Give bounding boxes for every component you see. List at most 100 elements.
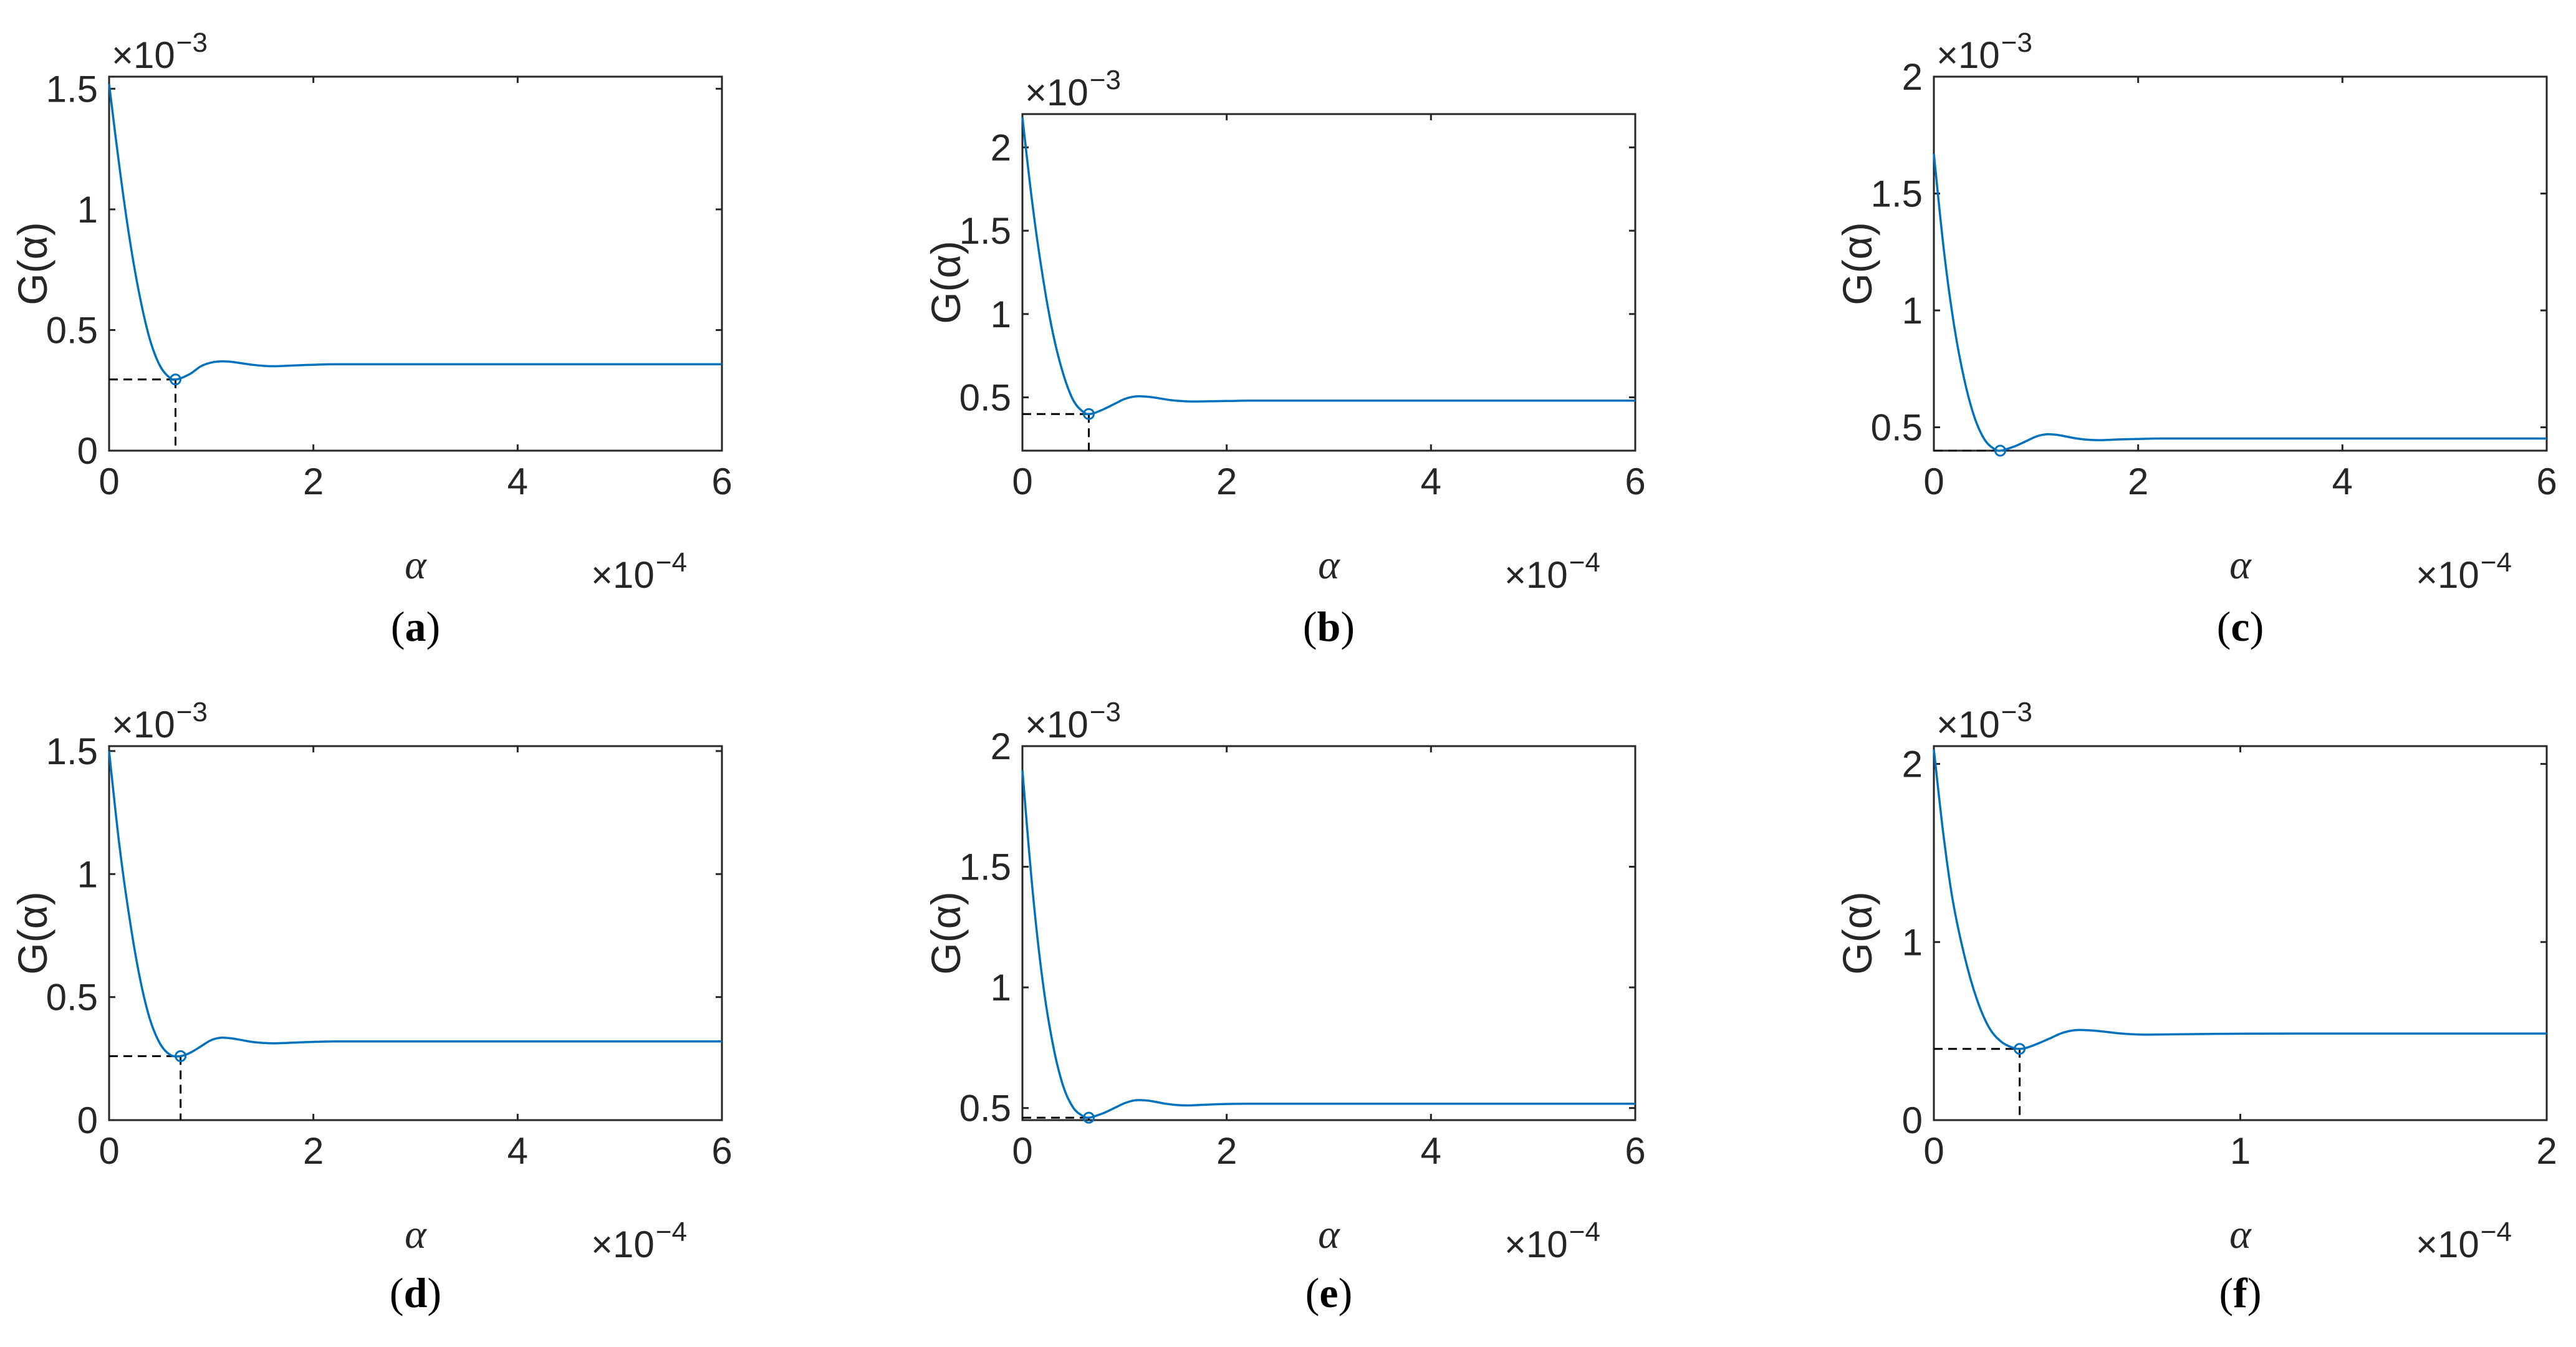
y-exponent-multiplier: ×10: [1025, 704, 1089, 745]
x-exponent-power: −4: [656, 547, 687, 578]
caption-letter: d: [404, 1269, 428, 1316]
minimum-marker: [1082, 408, 1095, 420]
y-tick-label: 1: [1902, 921, 1923, 963]
x-axis-label: α: [2229, 1212, 2252, 1257]
x-exponent-multiplier: ×10: [1504, 1224, 1568, 1265]
y-tick-label: 2: [991, 127, 1011, 168]
axes-box: [108, 745, 723, 1121]
caption-letter: e: [1319, 1269, 1338, 1316]
x-tick-label: 2: [1216, 461, 1237, 502]
series-line-G: [1933, 153, 2547, 452]
caption-close-paren: ): [2247, 1269, 2262, 1316]
x-exponent-power: −4: [656, 1217, 687, 1247]
x-tick-label: 2: [2128, 461, 2148, 502]
x-exponent-multiplier: ×10: [591, 1224, 655, 1265]
x-exponent-multiplier: ×10: [591, 554, 655, 596]
subplot-a: 0 2 4 600.511.5×10 −3×10 −4αG(α)(a): [9, 27, 733, 650]
x-exponent-power: −4: [1569, 547, 1600, 578]
y-axis-label: G(α): [923, 891, 969, 974]
y-tick-label: 2: [1902, 744, 1923, 785]
caption-open-paren: (: [390, 1269, 404, 1316]
x-exponent-multiplier: ×10: [2416, 1224, 2479, 1265]
x-exponent-power: −4: [2481, 1217, 2512, 1247]
x-tick-label: 4: [1421, 1130, 1441, 1172]
y-tick-label: 2: [991, 726, 1011, 767]
series-line-G: [1021, 117, 1635, 416]
caption-close-paren: ): [427, 1269, 441, 1316]
axes-box: [1933, 75, 2548, 452]
subplot-b: 0 2 4 60.511.52×10 −3×10 −4αG(α)(b): [923, 65, 1646, 650]
x-exponent-power: −4: [1569, 1217, 1600, 1247]
x-tick-label: 6: [711, 461, 732, 502]
x-tick-label: 2: [303, 1130, 324, 1172]
subplot-c: 0 2 4 60.511.52×10 −3×10 −4αG(α)(c): [1834, 27, 2557, 650]
x-tick-label: 4: [2332, 461, 2353, 502]
caption-open-paren: (: [2217, 603, 2231, 650]
axes-box: [108, 75, 723, 452]
series-line-G: [108, 750, 722, 1058]
y-axis-label: G(α): [9, 222, 55, 305]
caption-close-paren: ): [2250, 603, 2264, 650]
caption-letter: c: [2231, 603, 2249, 650]
y-axis-label: G(α): [9, 891, 55, 974]
y-tick-label: 0.5: [46, 309, 98, 351]
minimum-marker: [175, 1050, 187, 1062]
y-exponent-multiplier: ×10: [112, 34, 175, 76]
x-tick-label: 2: [1216, 1130, 1237, 1172]
caption-close-paren: ): [1340, 603, 1355, 650]
minimum-marker: [1082, 1111, 1095, 1124]
y-tick-label: 0.5: [959, 1088, 1011, 1129]
minimum-marker: [169, 373, 181, 386]
axes-box: [1021, 745, 1636, 1121]
minimum-marker: [1994, 444, 2006, 457]
y-axis-label: G(α): [923, 241, 969, 324]
series-line-G: [108, 84, 722, 381]
x-tick-label: 4: [1421, 461, 1441, 502]
x-axis-label: α: [405, 1212, 427, 1257]
y-tick-label: 1: [1902, 290, 1923, 332]
subplot-caption: (f): [2219, 1269, 2262, 1316]
y-exponent-multiplier: ×10: [1025, 72, 1089, 113]
x-tick-label: 0: [1923, 461, 1944, 502]
caption-close-paren: ): [1338, 1269, 1353, 1316]
y-axis-label: G(α): [1834, 891, 1880, 974]
x-tick-label: 0: [99, 1130, 119, 1172]
y-tick-label: 1.5: [959, 210, 1011, 252]
caption-open-paren: (: [1305, 1269, 1320, 1316]
x-tick-label: 6: [1625, 461, 1645, 502]
caption-open-paren: (: [2219, 1269, 2234, 1316]
x-axis-label: α: [1318, 1212, 1340, 1257]
y-tick-label: 0.5: [1871, 407, 1923, 449]
x-tick-label: 1: [2230, 1130, 2251, 1172]
subplot-caption: (a): [391, 603, 440, 650]
y-tick-label: 0: [77, 430, 98, 472]
x-tick-label: 6: [2536, 461, 2557, 502]
x-tick-label: 0: [1923, 1130, 1944, 1172]
y-exponent-power: −3: [176, 697, 208, 727]
x-tick-label: 4: [507, 461, 528, 502]
x-tick-label: 6: [711, 1130, 732, 1172]
y-exponent-multiplier: ×10: [1936, 34, 2000, 76]
y-tick-label: 1: [77, 189, 98, 231]
x-tick-label: 2: [303, 461, 324, 502]
caption-letter: a: [405, 603, 426, 650]
x-axis-label: α: [405, 542, 427, 588]
y-tick-label: 0.5: [46, 977, 98, 1019]
x-axis-label: α: [1318, 542, 1340, 588]
y-exponent-multiplier: ×10: [112, 704, 175, 745]
y-tick-label: 0.5: [959, 376, 1011, 418]
y-tick-label: 1: [77, 853, 98, 895]
subplot-caption: (c): [2217, 603, 2264, 650]
x-tick-label: 0: [1012, 461, 1032, 502]
axes-box: [1021, 113, 1636, 452]
y-axis-label: G(α): [1834, 222, 1880, 305]
x-tick-label: 6: [1625, 1130, 1645, 1172]
subplot-d: 0 2 4 600.511.5×10 −3×10 −4αG(α)(d): [9, 697, 733, 1316]
y-tick-label: 0: [1902, 1100, 1923, 1141]
y-exponent-power: −3: [176, 27, 208, 58]
x-tick-label: 2: [2536, 1130, 2557, 1172]
y-exponent-power: −3: [2001, 27, 2032, 58]
subplot-e: 0 2 4 60.511.52×10 −3×10 −4αG(α)(e): [923, 697, 1646, 1316]
x-tick-label: 0: [1012, 1130, 1032, 1172]
